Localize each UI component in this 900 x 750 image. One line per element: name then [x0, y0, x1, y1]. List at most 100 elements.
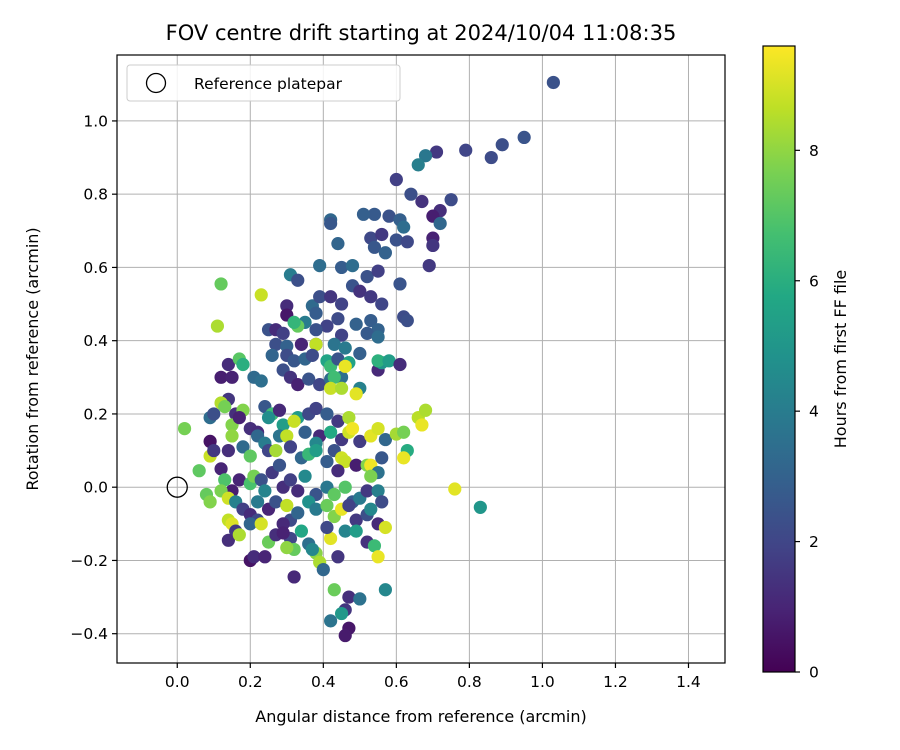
data-point	[334, 297, 349, 311]
data-point	[276, 517, 290, 531]
data-point	[371, 330, 385, 344]
data-point	[225, 429, 239, 443]
data-point	[243, 517, 257, 531]
data-point	[280, 429, 294, 443]
data-point	[280, 541, 294, 555]
data-point	[294, 337, 309, 351]
data-point	[331, 464, 345, 478]
data-point	[338, 341, 352, 355]
data-point	[294, 524, 309, 538]
data-point	[338, 628, 352, 643]
data-point	[298, 425, 312, 439]
data-point	[367, 539, 382, 553]
data-point	[367, 207, 382, 221]
data-point	[313, 259, 327, 273]
legend-reference-marker	[145, 72, 167, 94]
data-point	[371, 264, 385, 278]
data-point	[327, 370, 341, 384]
data-point	[345, 421, 360, 436]
data-point	[349, 513, 363, 527]
data-point	[418, 403, 433, 417]
colorbar-tick-label: 2	[809, 533, 819, 551]
data-point	[393, 357, 407, 372]
data-point	[389, 233, 403, 247]
data-point	[334, 328, 349, 342]
data-point	[415, 418, 429, 432]
data-point	[371, 354, 385, 368]
data-point	[367, 240, 382, 254]
y-tick-label: 0.8	[83, 186, 108, 204]
data-point	[276, 526, 290, 540]
data-point	[345, 259, 360, 273]
data-point	[397, 220, 411, 234]
data-point	[371, 421, 385, 436]
data-point	[393, 277, 407, 291]
data-point	[375, 451, 389, 465]
data-point	[334, 260, 349, 275]
data-point	[313, 378, 327, 392]
data-point	[309, 323, 323, 337]
colorbar-tick-label: 0	[809, 664, 819, 682]
x-tick-label: 0.2	[238, 673, 263, 691]
x-axis-ticks: 0.0 0.2 0.4 0.6 0.8 1.0 1.2 1.4	[165, 663, 701, 691]
data-point	[349, 458, 363, 472]
data-point	[324, 425, 338, 439]
data-point	[324, 290, 338, 304]
data-point	[364, 290, 378, 304]
data-point	[360, 484, 374, 498]
data-point	[342, 590, 356, 604]
data-point	[261, 411, 276, 425]
data-point	[247, 550, 261, 564]
y-tick-label: 1.0	[83, 112, 108, 130]
data-point	[353, 592, 367, 606]
data-point	[400, 235, 414, 249]
data-point	[283, 440, 298, 454]
data-point	[324, 614, 338, 628]
data-point	[254, 288, 268, 302]
data-point	[400, 313, 414, 328]
data-point	[389, 172, 403, 187]
data-point	[418, 149, 433, 163]
data-points	[177, 75, 560, 643]
data-point	[342, 411, 356, 425]
data-point	[517, 130, 531, 145]
data-point	[378, 432, 392, 447]
data-point	[272, 458, 287, 472]
data-point	[316, 563, 330, 577]
data-point	[378, 246, 392, 260]
data-point	[353, 284, 367, 298]
data-point	[349, 524, 363, 538]
legend: Reference platepar	[126, 64, 401, 102]
data-point	[291, 378, 305, 392]
legend-entry-reference-platepar: Reference platepar	[194, 75, 343, 93]
data-point	[448, 482, 462, 496]
data-point	[254, 517, 268, 531]
data-point	[375, 227, 389, 242]
y-tick-label: 0.0	[83, 479, 108, 497]
data-point	[291, 273, 305, 287]
data-point	[243, 449, 257, 463]
colorbar-gradient	[762, 45, 796, 673]
data-point	[214, 277, 228, 291]
data-point	[305, 542, 319, 557]
data-point	[320, 520, 334, 535]
data-point	[207, 443, 221, 458]
data-point	[287, 570, 301, 584]
data-point	[433, 216, 447, 231]
data-point	[203, 495, 217, 509]
data-point	[269, 495, 283, 509]
data-point	[258, 550, 272, 564]
colorbar-tick-label: 4	[809, 403, 819, 421]
data-point	[283, 473, 298, 487]
data-point	[265, 348, 279, 362]
data-point	[309, 502, 323, 516]
data-point	[192, 464, 206, 478]
colorbar-label: Hours from first FF file	[831, 270, 850, 449]
data-point	[207, 407, 221, 421]
y-tick-label: 0.2	[83, 405, 108, 423]
data-point	[258, 484, 272, 498]
data-point	[250, 495, 265, 509]
data-point	[459, 143, 473, 157]
data-point	[287, 414, 301, 428]
data-point	[331, 312, 345, 326]
